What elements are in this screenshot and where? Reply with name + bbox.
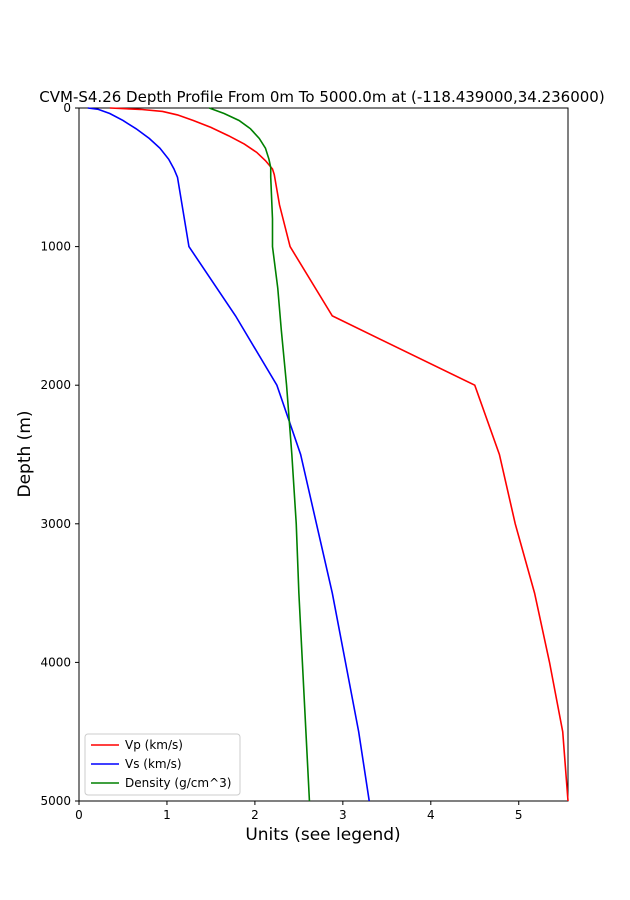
x-tick-label-4: 4 [427,808,435,822]
legend: Vp (km/s) Vs (km/s) Density (g/cm^3) [84,733,241,796]
y-tick-label-4: 4000 [40,655,71,669]
y-tick-label-3: 3000 [40,517,71,531]
chart-title: CVM-S4.26 Depth Profile From 0m To 5000.… [39,88,604,106]
legend-box [84,733,241,796]
series-line-2 [87,107,371,802]
legend-items: Vp (km/s) Vs (km/s) Density (g/cm^3) [91,738,231,790]
series-line-3 [208,107,311,802]
x-tick-label-3: 3 [339,808,347,822]
y-axis-ticks: 0 1000 2000 3000 4000 5000 [40,101,79,808]
y-tick-label-5: 5000 [40,794,71,808]
y-tick-label-1: 1000 [40,240,71,254]
legend-label-1: Vp (km/s) [125,738,183,752]
series-line-1 [109,107,569,802]
plot-frame [78,107,569,802]
x-tick-label-2: 2 [251,808,259,822]
legend-label-2: Vs (km/s) [125,757,182,771]
y-tick-label-2: 2000 [40,378,71,392]
y-axis-label: Depth (m) [15,410,35,497]
x-tick-label-0: 0 [75,808,83,822]
x-axis-label: Units (see legend) [245,825,400,845]
series-lines [87,107,569,802]
x-axis-ticks: 0 1 2 3 4 5 [75,801,523,822]
plot-area: 0 1 2 3 4 5 0 1000 2000 3000 4000 5000 [40,101,569,822]
legend-label-3: Density (g/cm^3) [125,776,231,790]
y-tick-label-0: 0 [63,101,71,115]
x-tick-label-1: 1 [163,808,171,822]
x-tick-label-5: 5 [515,808,523,822]
